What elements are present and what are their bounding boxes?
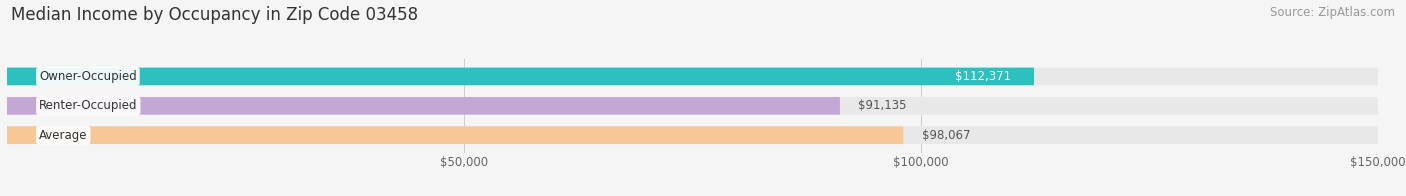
FancyBboxPatch shape	[7, 68, 1033, 85]
Text: Average: Average	[39, 129, 87, 142]
Text: Owner-Occupied: Owner-Occupied	[39, 70, 136, 83]
Text: Median Income by Occupancy in Zip Code 03458: Median Income by Occupancy in Zip Code 0…	[11, 6, 419, 24]
Text: Source: ZipAtlas.com: Source: ZipAtlas.com	[1270, 6, 1395, 19]
Text: Renter-Occupied: Renter-Occupied	[39, 99, 138, 112]
Text: $112,371: $112,371	[955, 70, 1011, 83]
FancyBboxPatch shape	[7, 68, 1378, 85]
FancyBboxPatch shape	[7, 97, 1378, 115]
FancyBboxPatch shape	[7, 97, 839, 115]
Text: $91,135: $91,135	[858, 99, 907, 112]
FancyBboxPatch shape	[7, 126, 903, 144]
FancyBboxPatch shape	[7, 126, 1378, 144]
Text: $98,067: $98,067	[921, 129, 970, 142]
